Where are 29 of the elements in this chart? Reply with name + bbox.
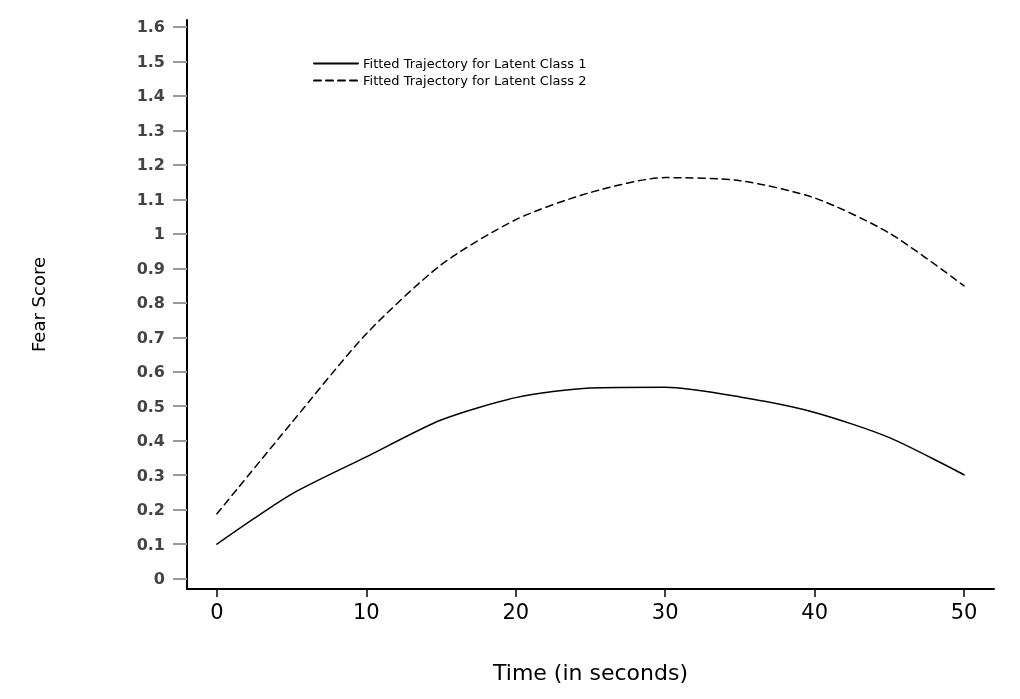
y-tick-label: 0.3: [136, 465, 165, 485]
x-tick-label: 10: [352, 599, 380, 624]
x-tick-label: 0: [210, 599, 224, 624]
y-tick-label: 1.5: [136, 51, 165, 71]
legend-label: Fitted Trajectory for Latent Class 2: [363, 73, 587, 88]
y-tick-label: 1: [153, 224, 165, 244]
y-tick-label: 0.6: [136, 362, 165, 382]
y-axis-title: Fear Score: [27, 256, 49, 353]
y-tick-label: 0.7: [136, 327, 165, 347]
x-tick-label: 40: [801, 599, 829, 624]
y-tick-label: 0.9: [136, 258, 165, 278]
y-tick-label: 0: [153, 569, 165, 589]
x-tick-label: 20: [502, 599, 530, 624]
y-tick-label: 0.2: [136, 500, 165, 520]
legend-label: Fitted Trajectory for Latent Class 1: [363, 56, 587, 71]
x-tick-label: 50: [950, 599, 978, 624]
y-tick-label: 1.3: [136, 120, 165, 140]
x-axis-title: Time (in seconds): [492, 659, 688, 685]
line-series: [216, 176, 965, 515]
line-series: [216, 386, 965, 545]
y-tick-label: 1.6: [136, 17, 165, 37]
y-tick-label: 1.4: [136, 86, 165, 106]
y-tick-label: 1.1: [136, 189, 165, 209]
y-tick-label: 0.4: [136, 431, 165, 451]
y-tick-label: 1.2: [136, 155, 165, 175]
y-tick-label: 0.5: [136, 396, 165, 416]
y-tick-label: 0.8: [136, 293, 165, 313]
x-tick-label: 30: [651, 599, 679, 624]
y-tick-label: 0.1: [136, 534, 165, 554]
